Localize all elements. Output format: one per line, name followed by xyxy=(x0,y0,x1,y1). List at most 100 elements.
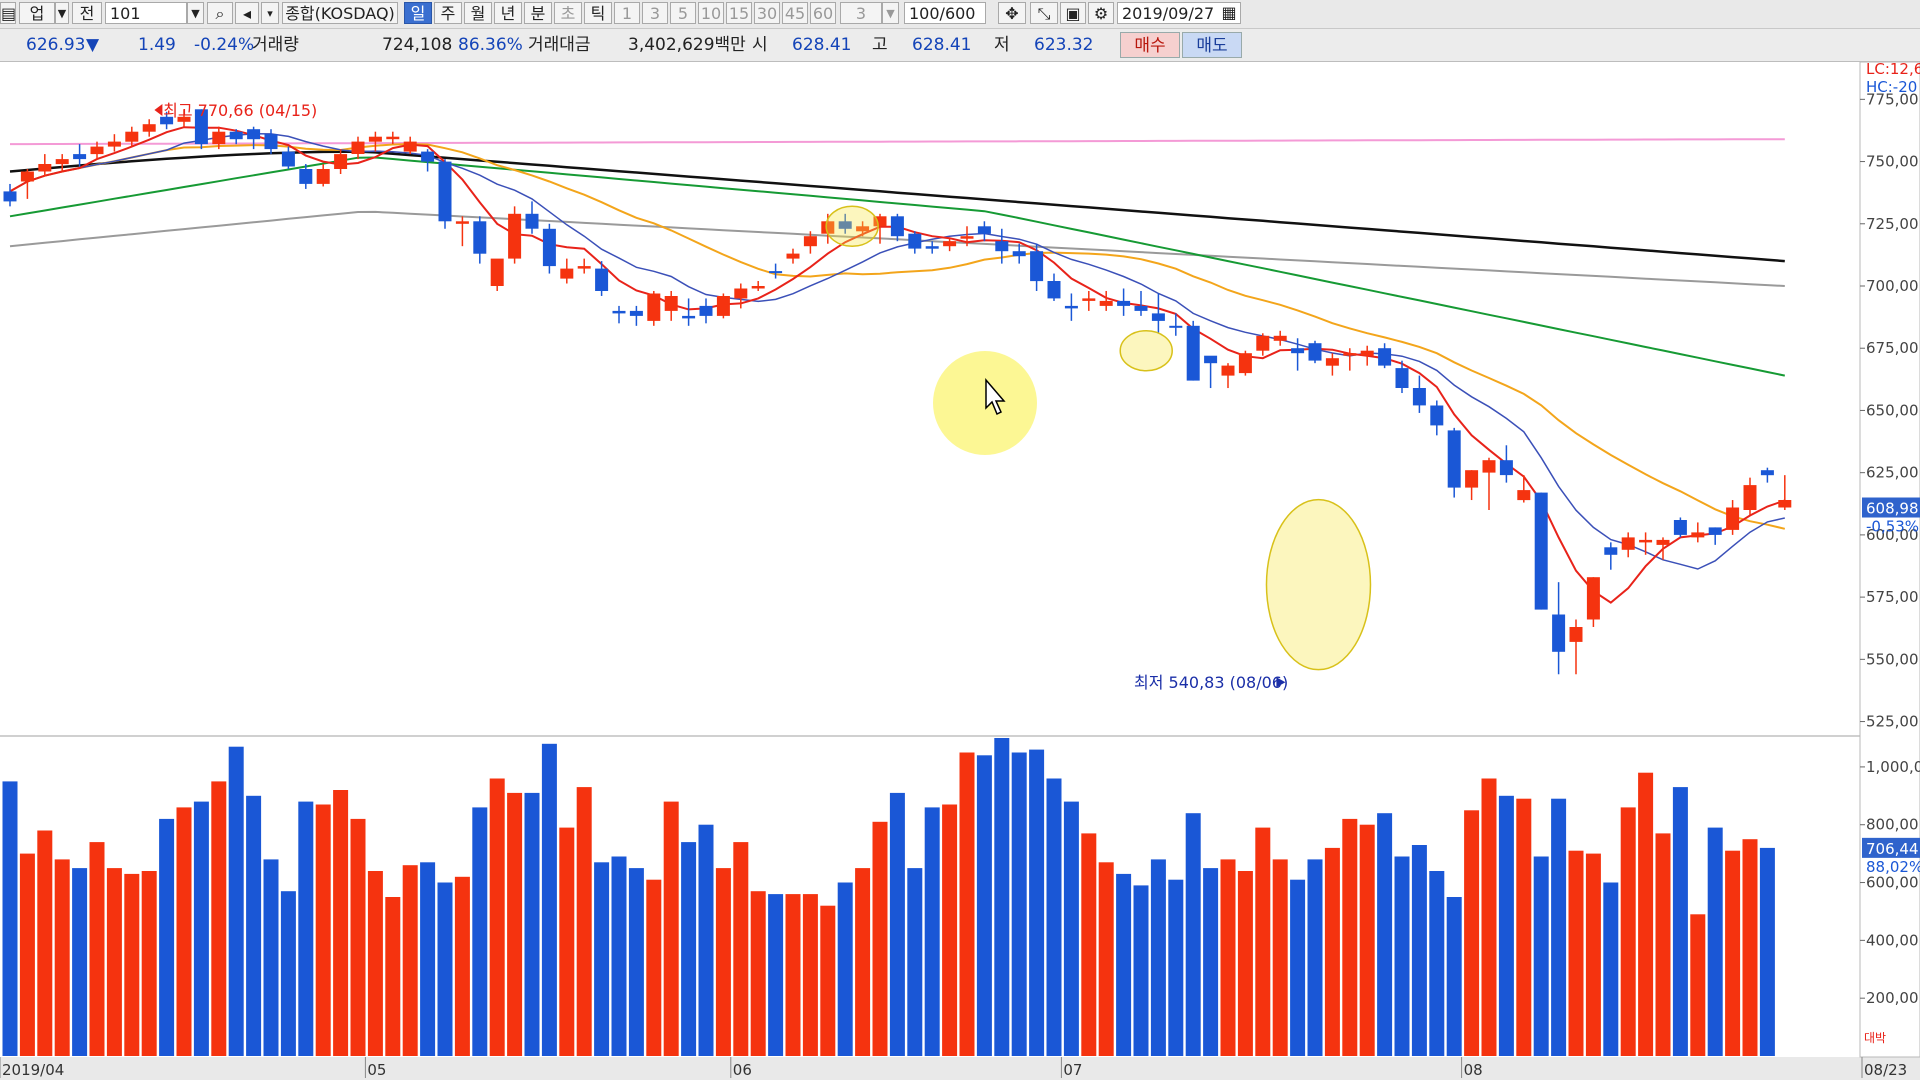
stepper-icon[interactable]: ▾ xyxy=(261,2,279,24)
volume-bar xyxy=(1533,856,1549,1056)
volume-bar xyxy=(924,807,940,1056)
date-tick-label: 08/23 xyxy=(1864,1061,1907,1079)
volume-bar xyxy=(1429,871,1445,1056)
volume-bar xyxy=(1011,752,1027,1056)
gear-icon[interactable]: ⚙ xyxy=(1088,2,1114,24)
volume-bar xyxy=(1498,795,1514,1056)
volume-bar xyxy=(681,842,697,1056)
volume-bar xyxy=(1150,859,1166,1056)
minute-option-15[interactable]: 15 xyxy=(726,2,752,24)
interval-value: 3 xyxy=(855,4,867,23)
save-icon[interactable]: ▣ xyxy=(1060,2,1086,24)
candle xyxy=(1169,325,1183,328)
volume-bar xyxy=(698,824,714,1056)
volume-bars xyxy=(2,738,1775,1056)
volume-tag xyxy=(1862,837,1920,858)
volume-bar xyxy=(263,859,279,1056)
quote-bar: 626.93 ▼ 1.49 -0.24% 거래량 724,108 86.36% … xyxy=(0,29,1920,62)
volume-bar xyxy=(1446,897,1462,1056)
candle xyxy=(1117,300,1131,306)
interval-input[interactable]: 3 xyxy=(840,2,882,24)
layout-icon[interactable]: ▤ xyxy=(0,2,17,24)
candle xyxy=(960,236,974,239)
interval-dropdown-icon[interactable]: ▼ xyxy=(882,2,899,24)
volume-bar xyxy=(402,865,418,1056)
candle xyxy=(1291,348,1305,354)
volume-bar xyxy=(1307,859,1323,1056)
volume-bar xyxy=(1568,850,1584,1056)
minute-option-1[interactable]: 1 xyxy=(614,2,640,24)
candle xyxy=(1412,388,1426,406)
candle xyxy=(716,296,730,316)
count-input[interactable]: 100/600 xyxy=(904,2,986,24)
price-tick-label: 725,00 xyxy=(1866,215,1919,233)
tab-year[interactable]: 년 xyxy=(494,2,522,24)
current-change-tag: -0,53% xyxy=(1866,518,1919,536)
tab-day[interactable]: 일 xyxy=(404,2,432,24)
speaker-icon[interactable]: ◂ xyxy=(235,2,259,24)
buy-button[interactable]: 매수 xyxy=(1120,32,1180,58)
volume-bar xyxy=(1116,873,1132,1056)
low-value: 623.32 xyxy=(1034,35,1094,55)
tab-week[interactable]: 주 xyxy=(434,2,462,24)
candle xyxy=(803,236,817,247)
minute-option-60[interactable]: 60 xyxy=(810,2,836,24)
candle xyxy=(1447,430,1461,488)
chevron-down-icon[interactable]: ▼ xyxy=(55,2,69,24)
code-dropdown-icon[interactable]: ▼ xyxy=(187,2,204,24)
mouse-cursor xyxy=(933,351,1037,455)
candle xyxy=(351,141,365,154)
open-label: 시 xyxy=(752,35,768,55)
minute-option-3[interactable]: 3 xyxy=(642,2,668,24)
crosshair-icon[interactable]: ✥ xyxy=(998,2,1026,24)
volume-bar xyxy=(541,743,557,1056)
volume-bar xyxy=(19,853,35,1056)
volume-bar xyxy=(141,871,157,1056)
open-value: 628.41 xyxy=(792,35,852,55)
minute-option-45[interactable]: 45 xyxy=(782,2,808,24)
candle xyxy=(525,213,539,229)
sell-button[interactable]: 매도 xyxy=(1182,32,1242,58)
candle xyxy=(1151,313,1165,321)
volume-bar xyxy=(367,871,383,1056)
tab-tick[interactable]: 틱 xyxy=(584,2,612,24)
price-axis: LC:12,6HC:-20 525,00 550,00 575,00 600,00 625… xyxy=(1860,62,1920,731)
volume-bar xyxy=(872,821,888,1056)
volume-bar xyxy=(942,804,958,1056)
prev-button[interactable]: 전 xyxy=(72,2,102,24)
candle xyxy=(73,154,87,160)
tab-minute[interactable]: 분 xyxy=(524,2,552,24)
ma20-line xyxy=(9,143,1786,530)
stock-chart[interactable]: 최고 770,66 (04/15) 최저 540,83 (08/06) LC:1… xyxy=(0,62,1920,1080)
date-tick-label: 07 xyxy=(1063,1061,1082,1079)
minute-option-5[interactable]: 5 xyxy=(670,2,696,24)
code-input[interactable]: 101 xyxy=(105,2,187,24)
minute-option-30[interactable]: 30 xyxy=(754,2,780,24)
volume-bar xyxy=(994,738,1010,1056)
candle xyxy=(577,266,591,269)
volume-bar xyxy=(663,801,679,1056)
candle xyxy=(1569,627,1583,642)
tab-second[interactable]: 초 xyxy=(554,2,582,24)
candle xyxy=(821,221,835,234)
volume-bar xyxy=(333,790,349,1056)
zoom-icon[interactable]: ⤡ xyxy=(1030,2,1058,24)
search-icon[interactable]: ⌕ xyxy=(207,2,233,24)
candle xyxy=(1099,300,1113,306)
minute-option-10[interactable]: 10 xyxy=(698,2,724,24)
candle xyxy=(1273,335,1287,341)
candle xyxy=(560,268,574,279)
tab-month[interactable]: 월 xyxy=(464,2,492,24)
candle xyxy=(786,253,800,259)
volume-bar xyxy=(193,801,209,1056)
candle xyxy=(856,226,870,232)
index-name-field[interactable]: 종합(KOSDAQ) xyxy=(282,2,398,24)
down-arrow-icon: ▼ xyxy=(86,35,100,55)
tab-minute-label: 분 xyxy=(530,4,546,23)
candle xyxy=(664,296,678,311)
candle xyxy=(334,154,348,169)
date-input[interactable]: 2019/09/27 xyxy=(1117,2,1241,24)
candle xyxy=(1012,251,1026,257)
calendar-icon[interactable]: ▦ xyxy=(1221,3,1237,22)
market-button[interactable]: 업 xyxy=(19,2,55,24)
